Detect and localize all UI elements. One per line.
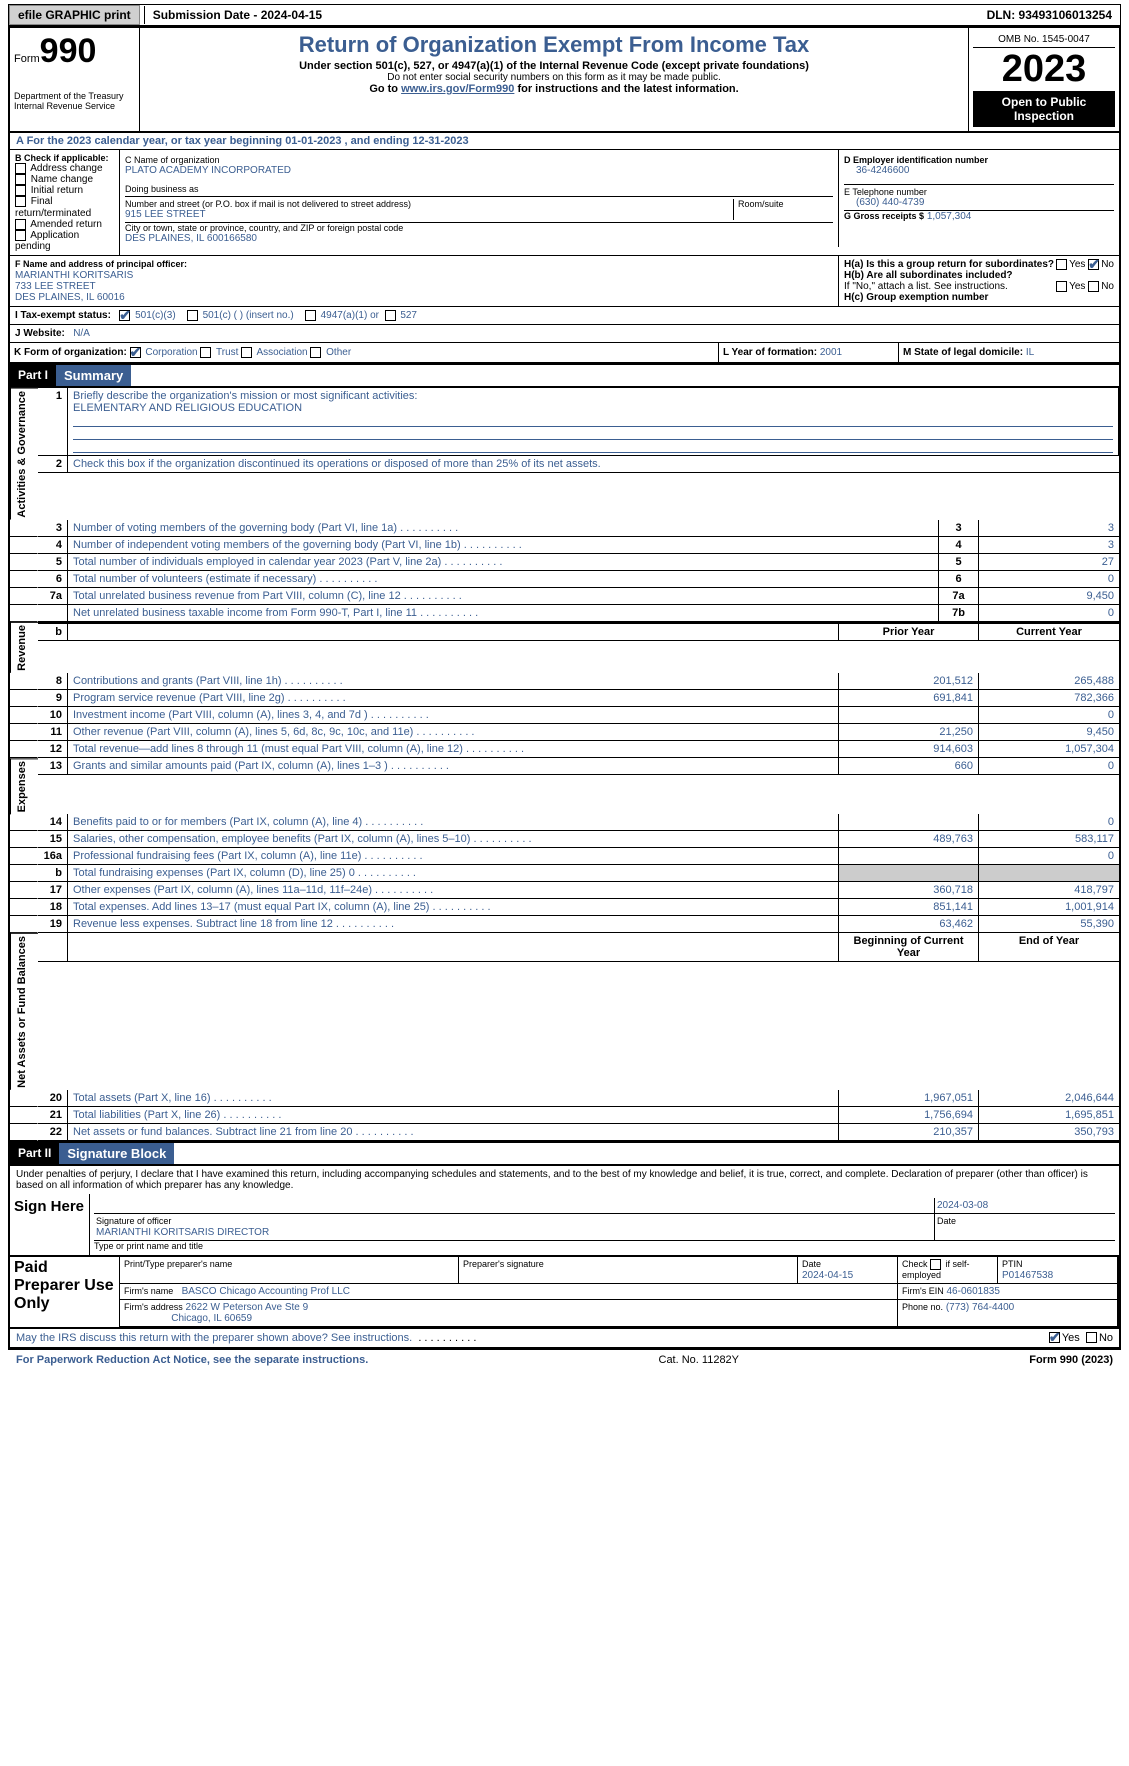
subtitle-2: Do not enter social security numbers on … — [144, 72, 964, 83]
type-name-label: Type or print name and title — [94, 1241, 1115, 1251]
hdr-current: Current Year — [979, 622, 1119, 641]
part2-num: Part II — [10, 1143, 59, 1164]
box-hb: H(b) Are all subordinates included? Yes … — [844, 270, 1114, 281]
chk-initial-return[interactable]: Initial return — [15, 185, 114, 196]
box-c-name-label: C Name of organization — [125, 155, 833, 165]
box-g-label: G Gross receipts $ — [844, 211, 924, 221]
city-state-zip: DES PLAINES, IL 600166580 — [125, 233, 833, 244]
chk-application-pending[interactable]: Application pending — [15, 230, 114, 252]
officer-addr1: 733 LEE STREET — [15, 281, 96, 292]
line1-label: Briefly describe the organization's miss… — [73, 390, 417, 402]
submission-date: Submission Date - 2024-04-15 — [144, 6, 330, 24]
irs-label: Internal Revenue Service — [14, 101, 135, 111]
footer-left: For Paperwork Reduction Act Notice, see … — [16, 1354, 368, 1366]
ptin: P01467538 — [1002, 1270, 1053, 1281]
hdr-prior: Prior Year — [839, 622, 979, 641]
sign-date: 2024-03-08 — [935, 1198, 1115, 1214]
hdr-beginning: Beginning of Current Year — [839, 933, 979, 962]
open-inspection: Open to Public Inspection — [973, 91, 1115, 127]
footer-cat: Cat. No. 11282Y — [659, 1354, 740, 1366]
box-hc: H(c) Group exemption number — [844, 292, 1114, 303]
line1-value: ELEMENTARY AND RELIGIOUS EDUCATION — [73, 402, 302, 414]
sig-officer-label: Signature of officer — [96, 1216, 171, 1226]
firm-addr2: Chicago, IL 60659 — [171, 1313, 252, 1324]
part1-num: Part I — [10, 365, 56, 386]
addr-label: Number and street (or P.O. box if mail i… — [125, 199, 733, 209]
chk-amended-return[interactable]: Amended return — [15, 219, 114, 230]
omb-number: OMB No. 1545-0047 — [973, 32, 1115, 48]
form-title: Return of Organization Exempt From Incom… — [144, 32, 964, 58]
sign-here-label: Sign Here — [10, 1194, 90, 1255]
firm-ein: 46-0601835 — [947, 1286, 1000, 1297]
box-l: L Year of formation: 2001 — [719, 343, 899, 362]
ein: 36-4246600 — [844, 165, 1114, 176]
box-k: K Form of organization: Corporation Trus… — [10, 343, 719, 362]
chk-address-change[interactable]: Address change — [15, 163, 114, 174]
side-label: Expenses — [10, 758, 38, 814]
gross-receipts: 1,057,304 — [927, 211, 972, 222]
paid-preparer-label: Paid Preparer Use Only — [10, 1257, 120, 1327]
line-a-tax-year: A For the 2023 calendar year, or tax yea… — [8, 133, 1121, 150]
org-name: PLATO ACADEMY INCORPORATED — [125, 165, 833, 176]
officer-name: MARIANTHI KORITSARIS — [15, 270, 133, 281]
box-ha: H(a) Is this a group return for subordin… — [844, 259, 1114, 270]
officer-sig: MARIANTHI KORITSARIS DIRECTOR — [96, 1227, 269, 1238]
firm-addr1: 2622 W Peterson Ave Ste 9 — [186, 1302, 309, 1313]
subtitle-3: Go to www.irs.gov/Form990 for instructio… — [144, 83, 964, 95]
box-j-website: J Website: N/A — [10, 325, 1119, 342]
dba-label: Doing business as — [125, 184, 833, 194]
box-b-label: B Check if applicable: — [15, 153, 114, 163]
chk-final-return[interactable]: Final return/terminated — [15, 196, 114, 218]
box-d-label: D Employer identification number — [844, 155, 1114, 165]
irs-link[interactable]: www.irs.gov/Form990 — [401, 83, 514, 95]
footer-right: Form 990 (2023) — [1029, 1354, 1113, 1366]
firm-phone: (773) 764-4400 — [946, 1302, 1014, 1313]
irs-discuss: May the IRS discuss this return with the… — [8, 1329, 1121, 1349]
box-i-tax-status: I Tax-exempt status: 501(c)(3) 501(c) ( … — [10, 307, 1119, 324]
side-governance: Activities & Governance — [10, 388, 38, 520]
prep-self-employed: Check if self-employed — [898, 1257, 998, 1284]
tax-year: 2023 — [973, 48, 1115, 91]
line2: Check this box if the organization disco… — [68, 456, 1119, 473]
perjury-statement: Under penalties of perjury, I declare th… — [8, 1166, 1121, 1194]
prep-sig-label: Preparer's signature — [463, 1259, 544, 1269]
dln: DLN: 93493106013254 — [979, 6, 1120, 24]
date-label: Date — [935, 1214, 1115, 1241]
part1-title: Summary — [56, 365, 131, 386]
form-header: Form990 Department of the Treasury Inter… — [8, 26, 1121, 133]
form-number: Form990 — [14, 32, 135, 71]
phone: (630) 440-4739 — [844, 197, 1114, 208]
side-net: Net Assets or Fund Balances — [10, 933, 38, 1090]
box-e-label: E Telephone number — [844, 187, 1114, 197]
chk-name-change[interactable]: Name change — [15, 174, 114, 185]
firm-name: BASCO Chicago Accounting Prof LLC — [182, 1286, 350, 1297]
subtitle-1: Under section 501(c), 527, or 4947(a)(1)… — [144, 60, 964, 72]
officer-addr2: DES PLAINES, IL 60016 — [15, 292, 125, 303]
dept-treasury: Department of the Treasury — [14, 91, 135, 101]
efile-print-button[interactable]: efile GRAPHIC print — [9, 5, 140, 25]
city-label: City or town, state or province, country… — [125, 223, 833, 233]
hdr-end: End of Year — [979, 933, 1119, 962]
part2-title: Signature Block — [59, 1143, 174, 1164]
box-f-label: F Name and address of principal officer: — [15, 259, 187, 269]
box-m: M State of legal domicile: IL — [899, 343, 1119, 362]
topbar: efile GRAPHIC print Submission Date - 20… — [8, 4, 1121, 26]
room-label: Room/suite — [738, 199, 833, 209]
street-address: 915 LEE STREET — [125, 209, 733, 220]
prep-name-label: Print/Type preparer's name — [124, 1259, 232, 1269]
prep-date: 2024-04-15 — [802, 1270, 853, 1281]
side-revenue: Revenue — [10, 622, 38, 673]
